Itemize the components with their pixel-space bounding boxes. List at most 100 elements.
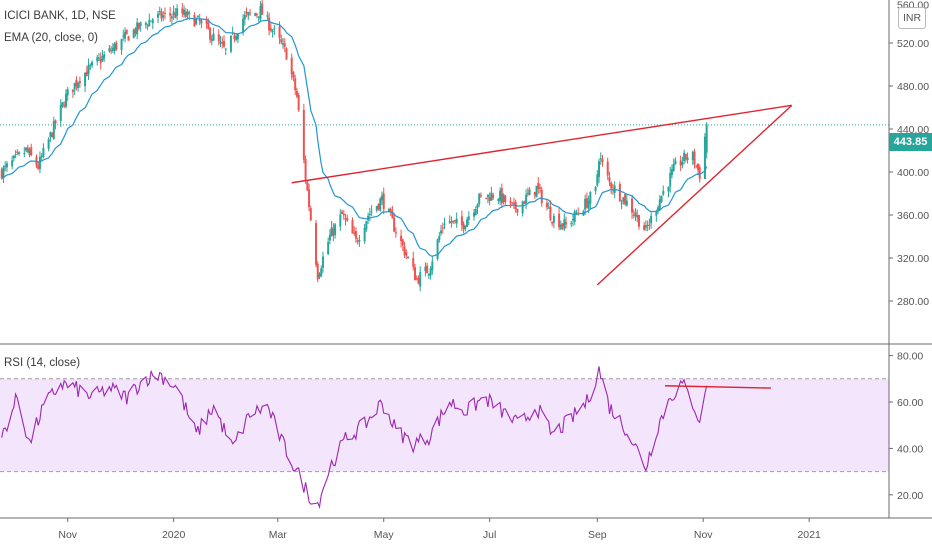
candle-body — [419, 272, 422, 287]
candle-body — [492, 194, 495, 198]
candle-body — [486, 194, 489, 198]
rsi-line — [1, 366, 708, 509]
candle-body — [417, 278, 420, 284]
candle-body — [533, 192, 536, 196]
candle-body — [387, 208, 390, 212]
time-tick-label: Nov — [694, 529, 713, 541]
candle-body — [111, 47, 114, 51]
candle-body — [620, 202, 623, 204]
candle-body — [525, 194, 528, 204]
candle-body — [705, 124, 708, 153]
candle-body — [341, 211, 344, 214]
candle-body — [363, 228, 366, 242]
candle-body — [261, 3, 264, 15]
candle-body — [424, 266, 427, 272]
candle-body — [169, 13, 172, 16]
candle-body — [547, 207, 550, 209]
candle-body — [634, 212, 637, 217]
price-tick-label: 520.00 — [897, 38, 929, 50]
candle-body — [596, 174, 599, 186]
candle-body — [63, 105, 66, 107]
candle-body — [667, 186, 670, 192]
candle-body — [146, 25, 149, 27]
candle-body — [594, 186, 597, 192]
candle-body — [488, 197, 491, 201]
price-tick-label: 400.00 — [897, 167, 929, 179]
candle-body — [4, 165, 7, 168]
candle-body — [565, 222, 568, 225]
candle-body — [273, 28, 276, 30]
candle-body — [431, 261, 434, 270]
candle-body — [26, 147, 29, 153]
candle-body — [198, 19, 201, 22]
candle-body — [499, 190, 502, 202]
last-price-label: 443.85 — [889, 133, 932, 151]
candle-body — [236, 34, 239, 40]
candle-body — [443, 223, 446, 225]
candle-body — [66, 89, 69, 96]
candle-body — [127, 36, 130, 41]
candle-body — [64, 93, 67, 107]
candle-body — [559, 224, 562, 230]
candle-body — [683, 152, 686, 161]
candle-body — [356, 240, 359, 242]
candle-body — [242, 18, 245, 33]
candle-body — [304, 159, 307, 180]
candle-body — [229, 35, 232, 52]
candle-body — [650, 215, 653, 224]
rsi-tick-label: 80.00 — [897, 351, 923, 363]
candle-body — [89, 64, 92, 66]
candle-body — [346, 218, 349, 221]
currency-badge[interactable]: INR — [898, 7, 926, 29]
candle-body — [405, 252, 408, 256]
candle-body — [2, 167, 5, 179]
candle-body — [5, 163, 8, 168]
candle-body — [660, 195, 663, 203]
candle-body — [342, 213, 345, 216]
candle-body — [427, 273, 430, 276]
candle-body — [511, 202, 514, 204]
candle-body — [695, 165, 698, 167]
candle-body — [561, 223, 564, 227]
candle-body — [662, 190, 665, 195]
candle-body — [84, 72, 87, 87]
time-tick-label: Mar — [269, 529, 288, 541]
candle-body — [375, 206, 378, 211]
candle-body — [509, 201, 512, 203]
candle-body — [622, 197, 625, 202]
candle-body — [158, 10, 161, 12]
candle-body — [30, 147, 33, 156]
candle-body — [382, 193, 385, 210]
time-tick-label: May — [374, 529, 395, 541]
candle-body — [377, 203, 380, 209]
candle-body — [162, 15, 165, 18]
candle-body — [209, 28, 212, 40]
candle-body — [233, 35, 236, 39]
rsi-band — [0, 378, 889, 472]
candle-body — [23, 152, 26, 154]
candle-body — [14, 154, 17, 156]
candle-body — [479, 195, 482, 197]
candle-body — [47, 139, 50, 149]
candle-body — [403, 246, 406, 256]
candle-body — [648, 224, 651, 226]
candle-body — [188, 12, 191, 14]
candle-body — [624, 194, 627, 205]
candle-body — [358, 240, 361, 242]
candle-body — [412, 258, 415, 267]
candle-body — [631, 198, 634, 213]
candle-body — [330, 227, 333, 237]
candle-body — [217, 34, 220, 42]
candle-body — [528, 189, 531, 196]
candle-body — [151, 19, 154, 24]
candle-body — [407, 257, 410, 259]
candle-body — [598, 161, 601, 177]
candle-body — [679, 160, 682, 166]
candle-body — [113, 43, 116, 51]
candle-body — [585, 198, 588, 208]
candle-body — [379, 198, 382, 211]
candle-body — [255, 14, 258, 16]
candle-body — [551, 221, 554, 224]
candle-body — [625, 200, 628, 206]
